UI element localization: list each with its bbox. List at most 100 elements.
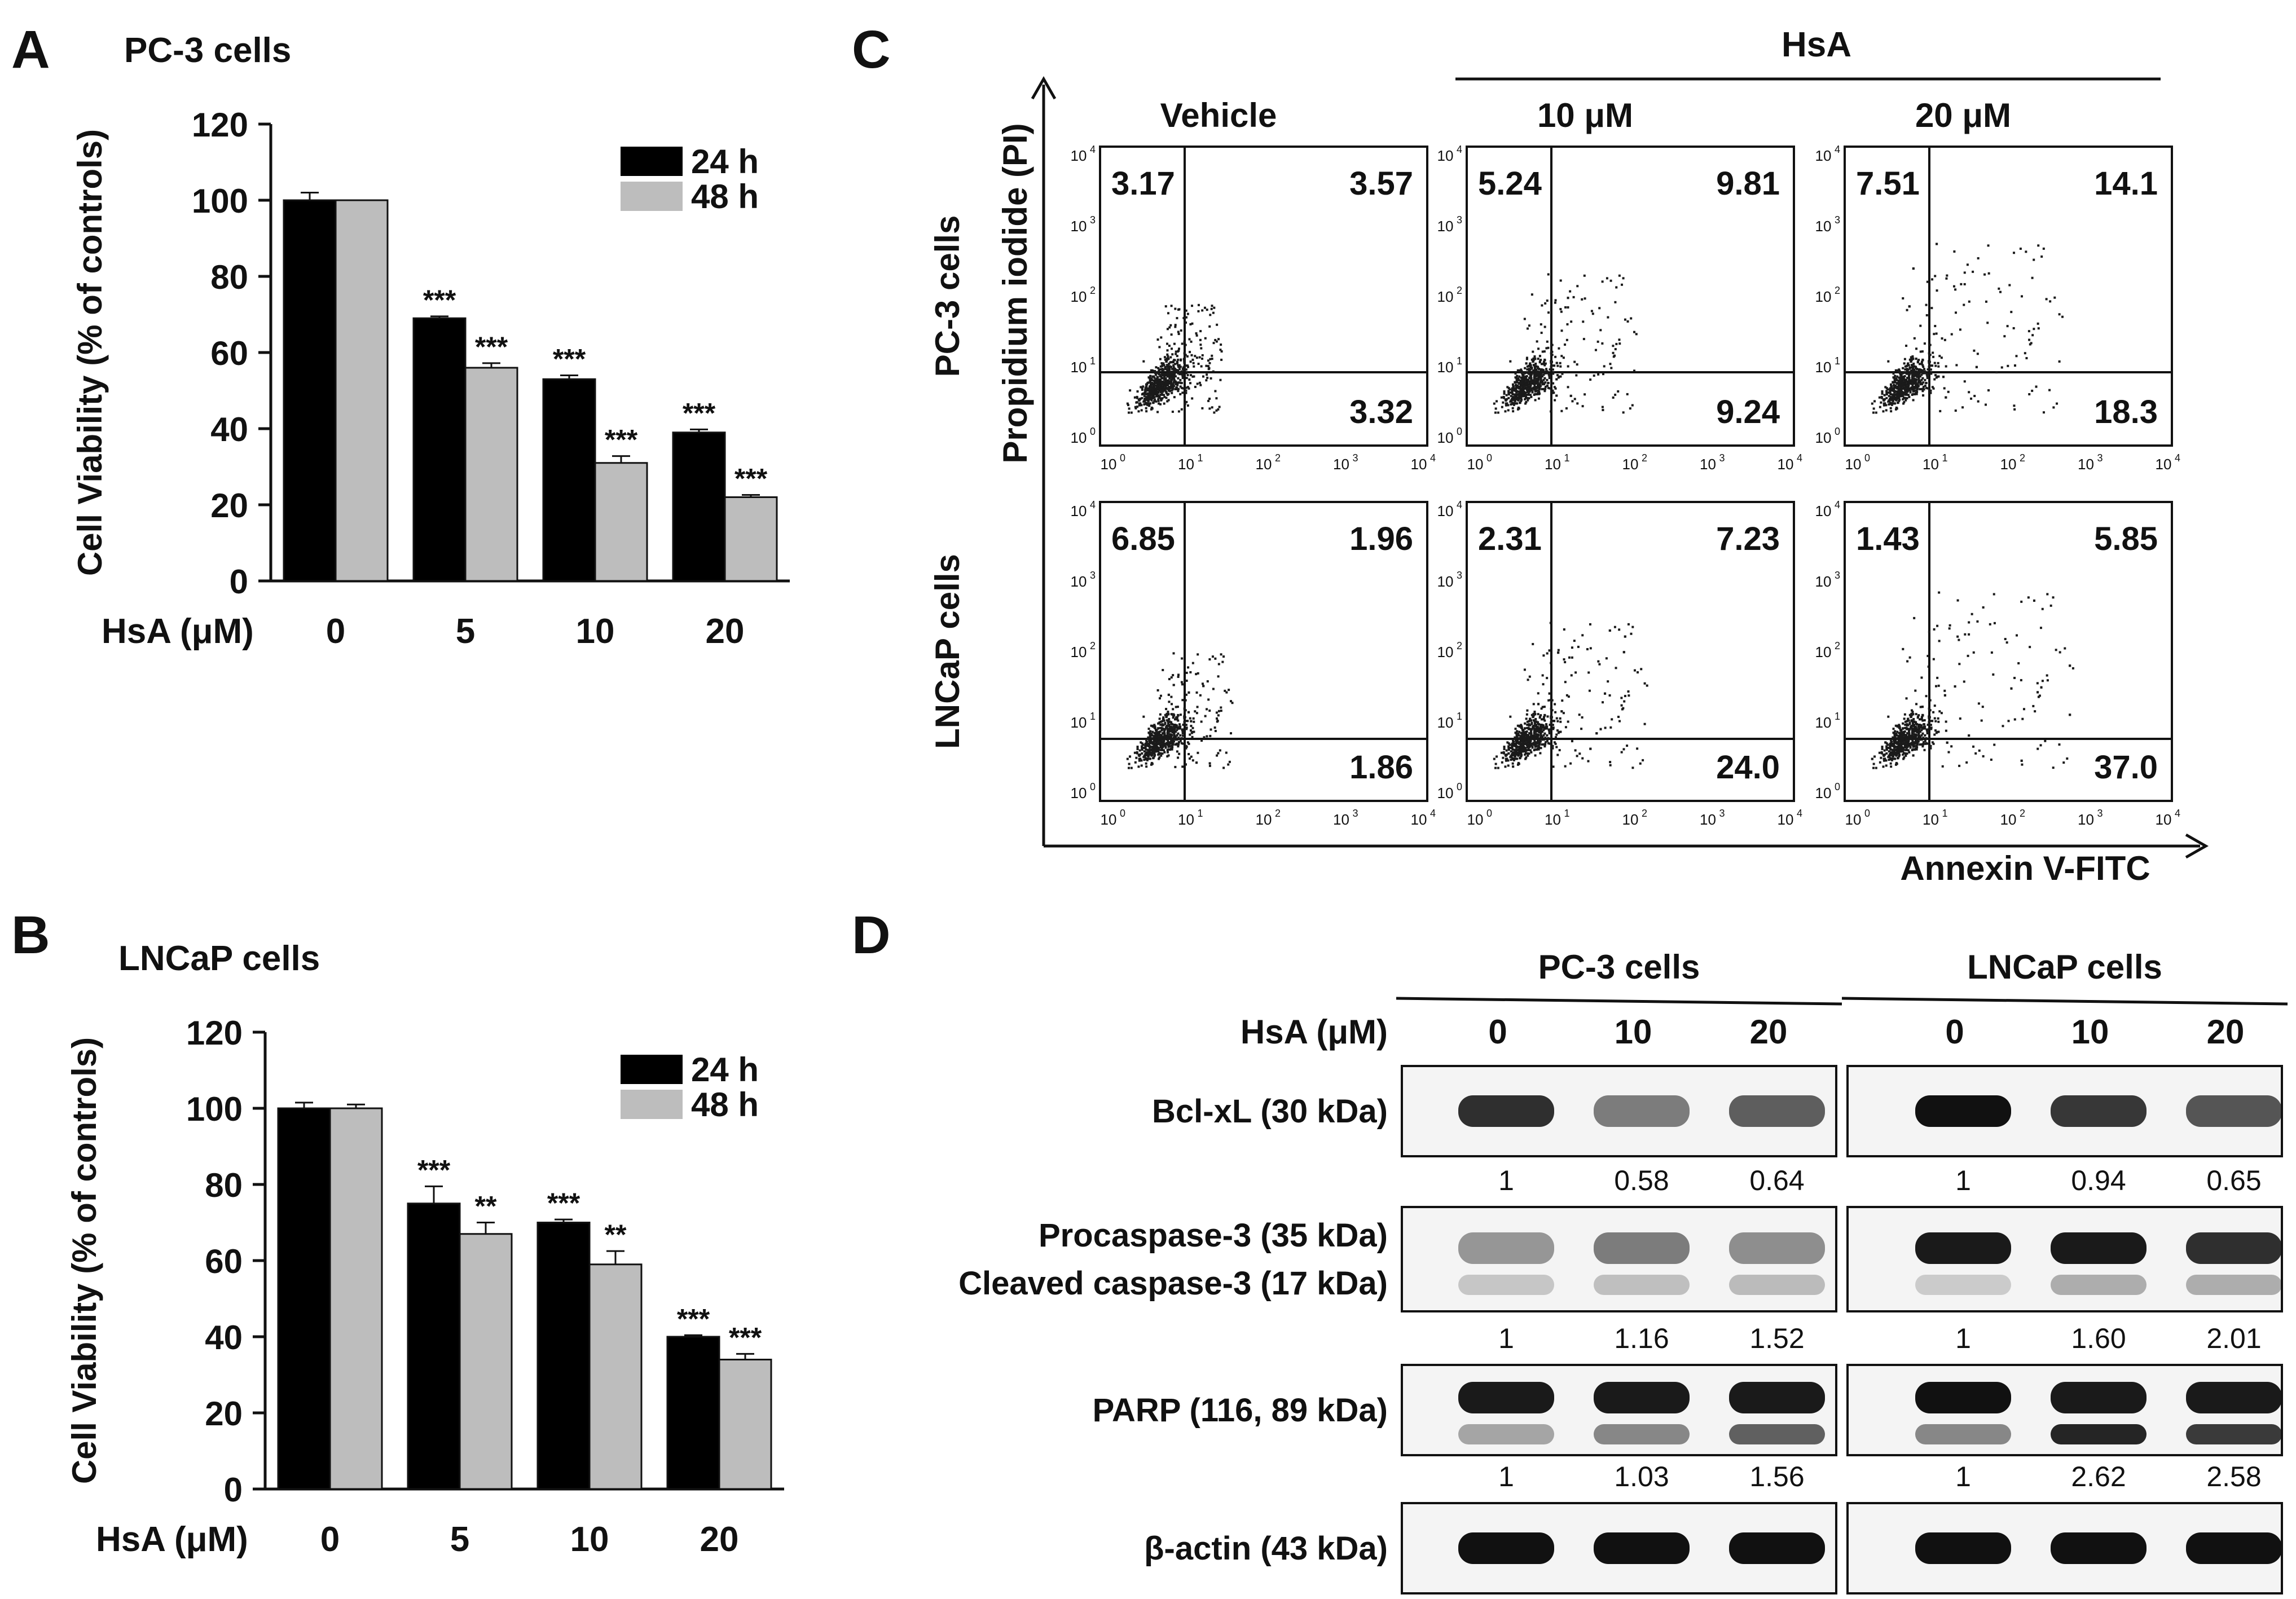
event-dot	[1929, 389, 1932, 392]
event-dot	[1898, 725, 1901, 728]
event-dot	[1149, 377, 1151, 380]
event-dot	[1937, 717, 1939, 720]
event-dot	[1578, 752, 1581, 755]
event-dot	[1530, 378, 1533, 381]
event-dot	[1169, 373, 1172, 376]
event-dot	[1530, 367, 1533, 370]
event-dot	[1171, 347, 1173, 350]
event-dot	[1170, 676, 1173, 679]
event-dot	[1911, 728, 1914, 730]
event-dot	[1167, 380, 1169, 383]
event-dot	[1872, 767, 1875, 769]
event-dot	[1159, 742, 1162, 745]
y-tick-label: 10	[1071, 714, 1087, 731]
y-tick-exponent: 4	[1835, 499, 1840, 510]
event-dot	[1143, 395, 1146, 398]
protein-band	[1458, 1095, 1554, 1127]
event-dot	[1919, 730, 1922, 733]
event-dot	[1891, 752, 1894, 755]
bar-48h	[588, 1263, 643, 1490]
event-dot	[1543, 325, 1546, 328]
event-dot	[1173, 342, 1176, 345]
event-dot	[1911, 367, 1914, 369]
y-tick-label: 10	[1815, 429, 1832, 446]
event-dot	[1533, 739, 1536, 742]
event-dot	[1921, 719, 1924, 722]
event-dot	[1572, 296, 1575, 298]
event-dot	[1528, 385, 1530, 388]
event-dot	[1155, 387, 1158, 390]
event-dot	[1526, 380, 1529, 383]
quadrant-upper-right-value: 3.57	[1349, 165, 1413, 202]
event-dot	[1211, 354, 1213, 357]
event-dot	[2062, 761, 2065, 764]
event-dot	[1902, 297, 1904, 299]
event-dot	[1213, 726, 1216, 729]
dose-label: 10	[1615, 1013, 1652, 1051]
event-dot	[1164, 378, 1167, 381]
event-dot	[1930, 720, 1933, 723]
event-dot	[1908, 378, 1911, 381]
event-dot	[1916, 742, 1919, 745]
event-dot	[1564, 306, 1567, 309]
protein-band	[1729, 1095, 1825, 1127]
y-tick-exponent: 3	[1835, 214, 1840, 226]
event-dot	[1966, 263, 1969, 266]
event-dot	[1538, 385, 1541, 387]
event-dot	[1175, 386, 1178, 389]
event-dot	[1926, 280, 1929, 283]
event-dot	[1519, 385, 1521, 388]
event-dot	[1179, 378, 1182, 381]
event-dot	[1515, 734, 1518, 737]
event-dot	[1158, 721, 1161, 724]
event-dot	[1929, 747, 1932, 750]
event-dot	[1185, 671, 1188, 674]
event-dot	[1987, 272, 1990, 275]
event-dot	[1507, 759, 1510, 762]
event-dot	[1898, 394, 1901, 397]
event-dot	[1522, 382, 1525, 385]
event-dot	[1895, 750, 1898, 753]
event-dot	[1146, 393, 1149, 396]
event-dot	[1518, 748, 1521, 751]
event-dot	[1587, 760, 1590, 763]
event-dot	[1220, 350, 1223, 353]
event-dot	[1603, 365, 1606, 368]
x-tick-label: 10	[576, 612, 615, 651]
event-dot	[1166, 742, 1169, 745]
significance-marker: ***	[423, 284, 456, 316]
significance-marker: ***	[547, 1187, 580, 1219]
event-dot	[1559, 720, 1562, 723]
event-dot	[1188, 338, 1191, 341]
event-dot	[1892, 387, 1895, 390]
event-dot	[1515, 402, 1518, 405]
event-dot	[1911, 384, 1914, 387]
event-dot	[1195, 691, 1198, 694]
event-dot	[1506, 386, 1509, 389]
event-dot	[1165, 708, 1168, 711]
event-dot	[1604, 692, 1607, 695]
event-dot	[1922, 741, 1925, 743]
event-dot	[1576, 755, 1578, 757]
y-tick-exponent: 0	[1835, 426, 1840, 437]
event-dot	[2042, 411, 2045, 414]
event-dot	[1525, 739, 1528, 742]
event-dot	[1157, 398, 1160, 400]
event-dot	[1164, 746, 1167, 749]
event-dot	[1529, 366, 1532, 369]
event-dot	[1907, 730, 1910, 733]
event-dot	[1628, 694, 1630, 697]
event-dot	[1553, 364, 1556, 367]
event-dot	[1208, 709, 1211, 712]
event-dot	[1920, 360, 1923, 363]
event-dot	[2037, 695, 2040, 698]
band-quantification: 1.52	[1749, 1323, 1804, 1354]
event-dot	[1526, 744, 1529, 747]
event-dot	[1551, 350, 1554, 353]
event-dot	[1932, 742, 1935, 745]
event-dot	[1931, 278, 1934, 281]
panel-d-letter: D	[852, 905, 891, 965]
x-tick-label: 10	[1845, 456, 1862, 473]
event-dot	[1618, 628, 1621, 631]
